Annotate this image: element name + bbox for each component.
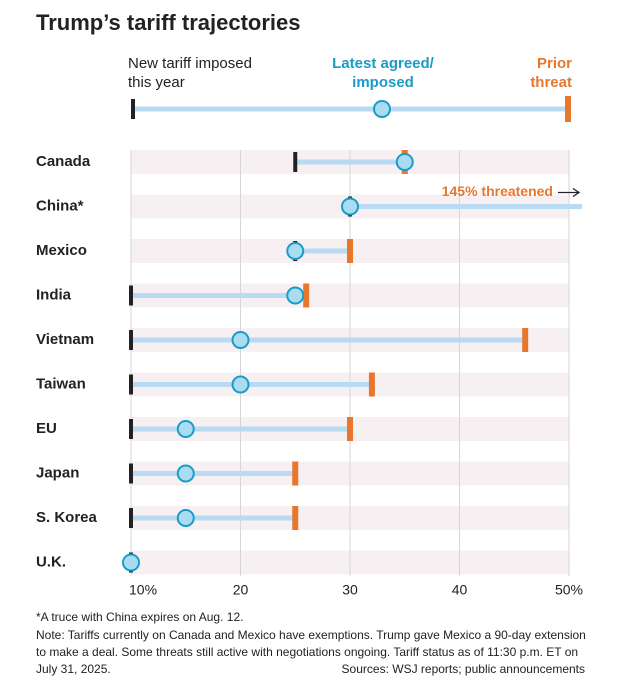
latest-marker	[286, 286, 305, 305]
annotation: 145% threatened	[442, 183, 553, 199]
footnote: *A truce with China expires on Aug. 12.	[36, 610, 244, 624]
latest-marker	[395, 153, 414, 171]
new-tariff-marker	[129, 285, 133, 306]
prior-threat-marker	[347, 417, 353, 441]
category-label: Japan	[36, 464, 79, 481]
category-label: EU	[36, 420, 57, 437]
category-label: Vietnam	[36, 331, 94, 348]
category-label: Taiwan	[36, 375, 86, 392]
legend-label: Prior threat	[530, 55, 572, 91]
prior-threat-marker	[522, 328, 529, 352]
category-label: Mexico	[36, 242, 87, 259]
new-tariff-marker	[129, 374, 133, 395]
latest-marker	[176, 509, 195, 527]
latest-marker	[176, 420, 195, 438]
x-tick-label: 10%	[129, 582, 157, 598]
new-tariff-marker	[129, 508, 133, 528]
new-tariff-marker	[293, 152, 298, 172]
grid: 10% 20 30 40 50%	[129, 150, 583, 598]
latest-marker	[231, 331, 250, 349]
x-tick-label: 40	[452, 582, 468, 598]
prior-threat-marker	[368, 372, 375, 397]
latest-marker	[231, 375, 250, 394]
new-tariff-marker	[129, 463, 133, 484]
note: Note: Tariffs currently on Canada and Me…	[36, 628, 586, 676]
x-tick-label: 20	[233, 582, 249, 598]
legend-latest-marker	[373, 100, 391, 118]
latest-marker	[122, 553, 140, 572]
plot	[122, 150, 582, 573]
prior-threat-marker	[292, 506, 299, 530]
prior-threat-marker	[347, 239, 353, 263]
category-label: Canada	[36, 153, 91, 170]
latest-marker	[286, 242, 305, 260]
latest-marker	[176, 464, 195, 483]
x-tick-label: 30	[342, 582, 358, 598]
chart-title: Trump’s tariff trajectories	[36, 10, 300, 35]
category-label: S. Korea	[36, 509, 98, 526]
source: Sources: WSJ reports; public announcemen…	[337, 661, 585, 678]
annotation-arrowhead	[572, 187, 581, 198]
legend-label: New tariff imposed this year	[128, 55, 252, 91]
category-label: China*	[36, 197, 84, 214]
category-label: U.K.	[36, 553, 66, 570]
prior-threat-marker	[303, 283, 310, 308]
new-tariff-marker	[129, 330, 133, 350]
latest-marker	[341, 197, 359, 216]
legend-new-marker	[131, 99, 135, 119]
x-tick-label: 50%	[555, 582, 583, 598]
legend	[131, 96, 571, 122]
legend-label: Latest agreed/ imposed	[332, 55, 434, 91]
new-tariff-marker	[129, 419, 133, 439]
legend-prior-marker	[565, 96, 571, 122]
category-label: India	[36, 286, 72, 303]
prior-threat-marker	[292, 461, 299, 486]
